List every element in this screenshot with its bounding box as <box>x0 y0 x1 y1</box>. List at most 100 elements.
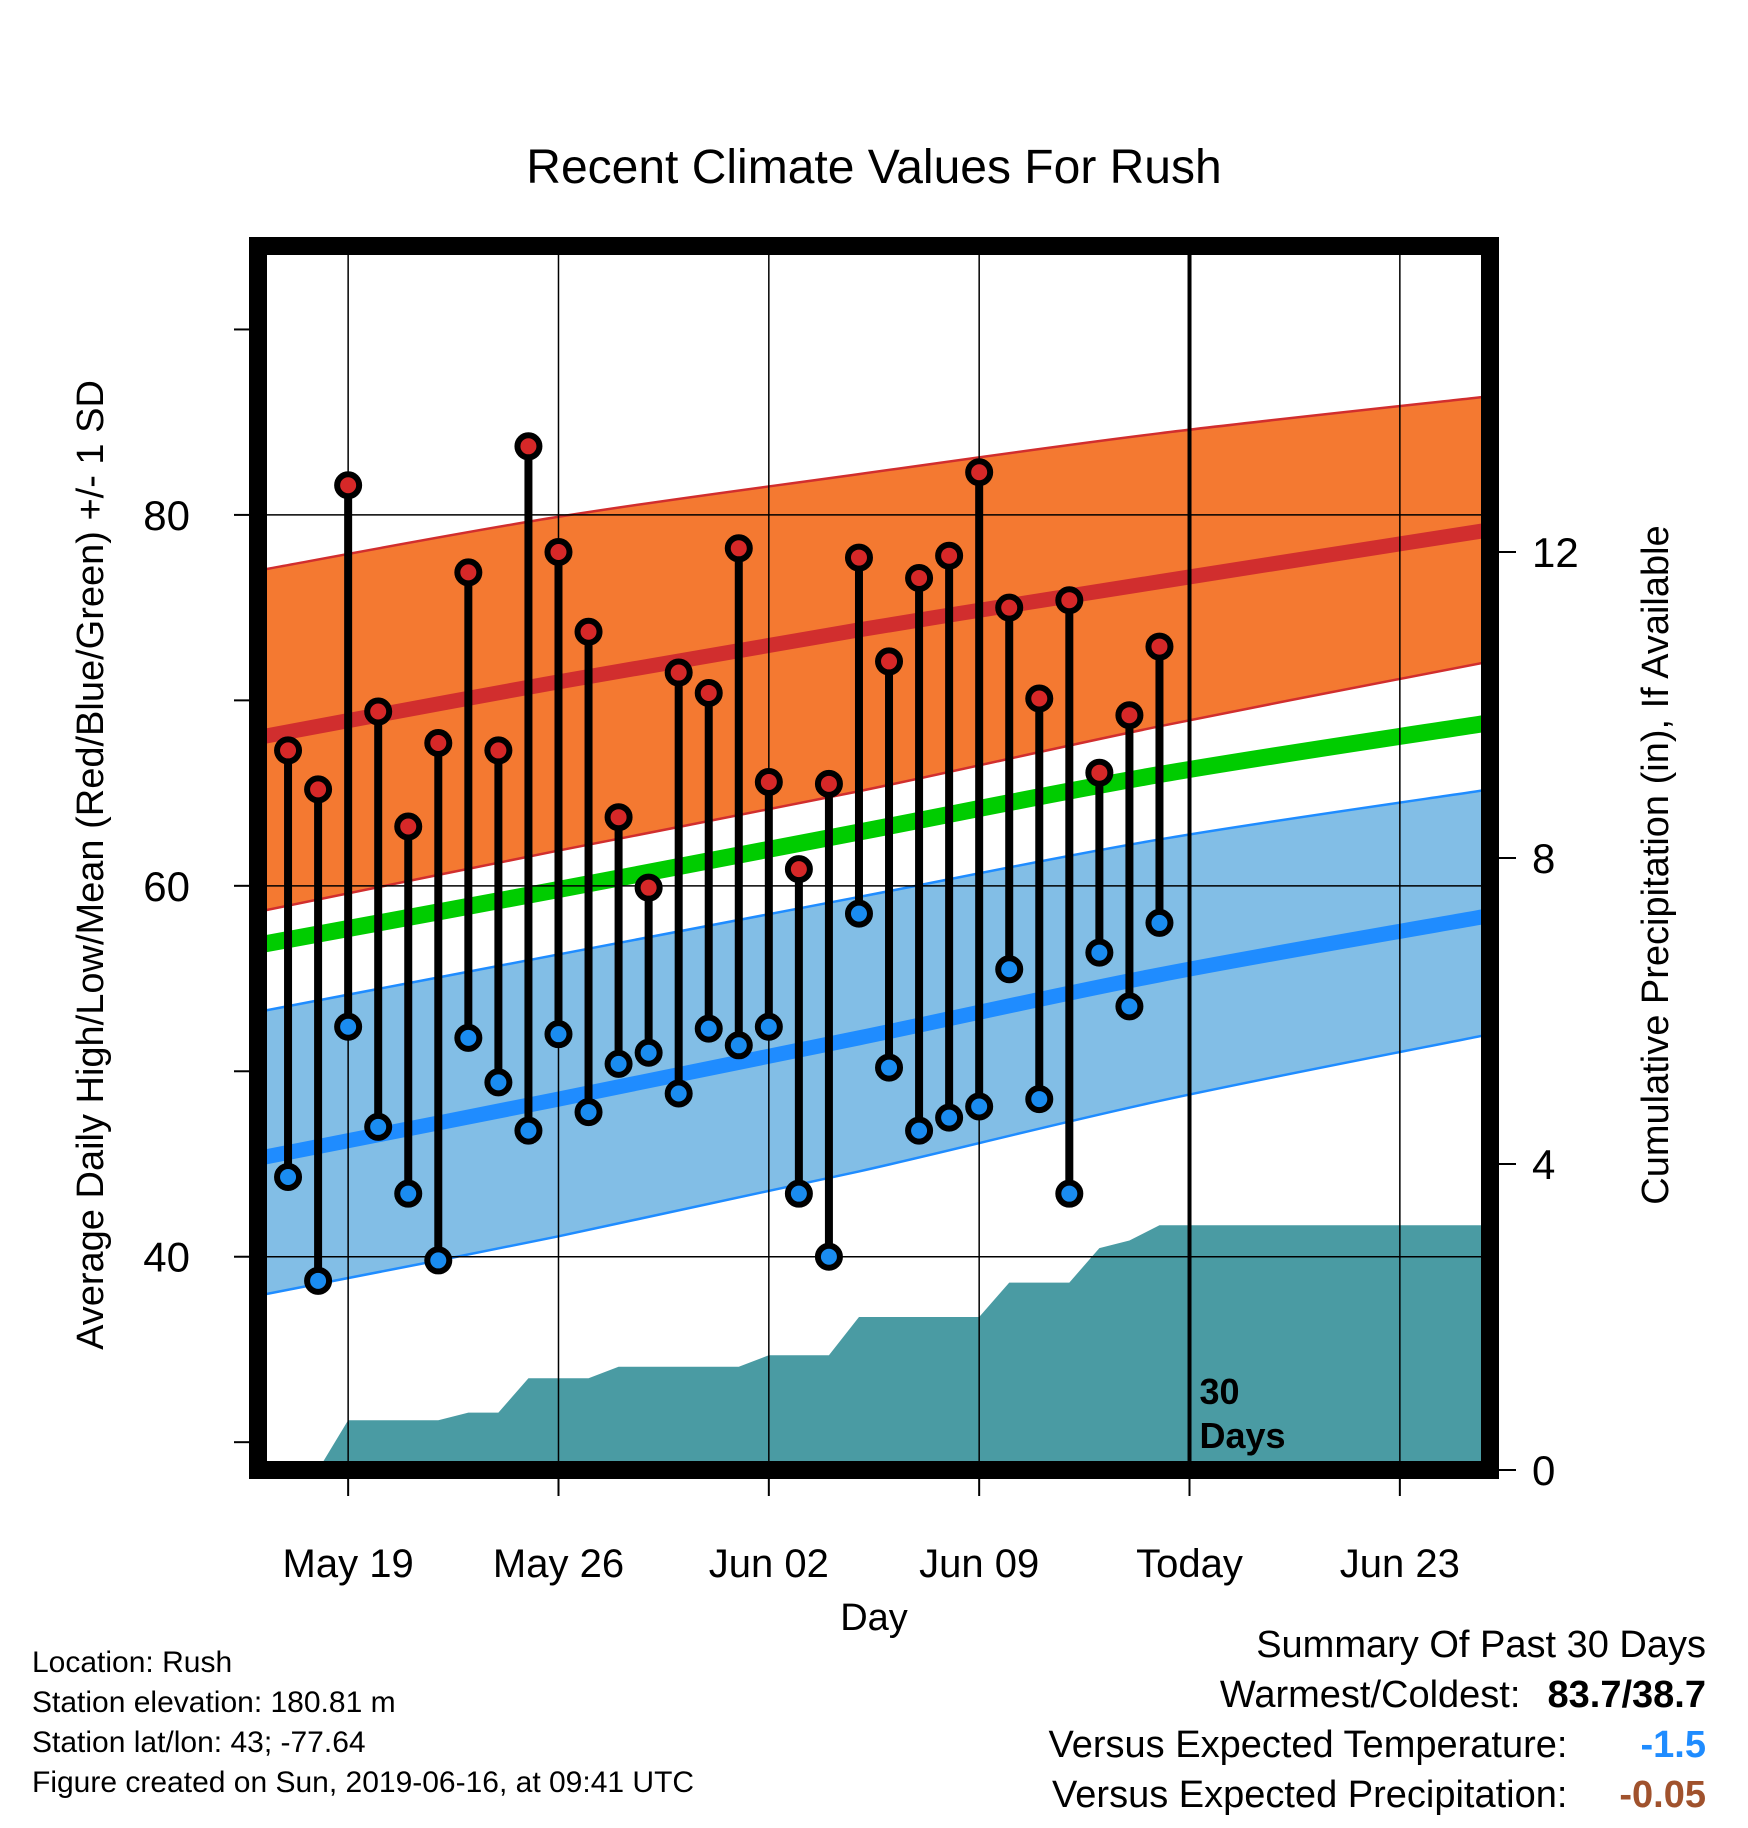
summary-panel: Summary Of Past 30 Days Warmest/Coldest:… <box>1049 1620 1706 1820</box>
low-temp-point <box>754 1012 783 1041</box>
temp-anomaly-row: Versus Expected Temperature: -1.5 <box>1049 1720 1706 1770</box>
low-temp-point <box>274 1162 303 1191</box>
plot-frame <box>249 237 1499 1479</box>
x-tick-label: Jun 09 <box>919 1542 1039 1586</box>
station-elevation: Station elevation: 180.81 m <box>32 1686 396 1719</box>
high-temp-point <box>484 736 513 765</box>
low-temp-point <box>574 1098 603 1127</box>
high-temp-point <box>544 538 573 566</box>
y-tick-label-left: 80 <box>143 492 190 539</box>
low-temp-point <box>334 1012 363 1041</box>
low-temp-point <box>304 1266 333 1295</box>
high-temp-point <box>844 543 873 572</box>
low-temp-point <box>394 1179 423 1208</box>
station-location: Location: Rush <box>32 1646 233 1679</box>
y-tick-label-right: 12 <box>1532 529 1579 576</box>
high-temp-point <box>274 736 303 765</box>
y-tick-label-right: 8 <box>1532 835 1555 882</box>
high-temp-point <box>905 563 934 592</box>
high-temp-point <box>1025 684 1054 713</box>
warmest-coldest-label: Warmest/Coldest: <box>1219 1674 1521 1716</box>
high-temp-point <box>454 558 483 587</box>
precipitation-area <box>288 1225 1490 1470</box>
high-temp-point <box>1055 586 1084 615</box>
high-temp-point <box>364 697 393 726</box>
low-temp-point <box>1115 992 1144 1021</box>
high-temp-point <box>875 647 904 676</box>
summary-title: Summary Of Past 30 Days <box>1256 1624 1706 1666</box>
high-normal-band <box>258 396 1490 912</box>
high-upper-line <box>258 394 1490 572</box>
low-temp-point <box>694 1014 723 1043</box>
low-temp-point <box>364 1112 393 1141</box>
low-temp-point <box>965 1092 994 1121</box>
low-mean-line <box>258 908 1490 1166</box>
high-temp-point <box>394 812 423 841</box>
high-temp-point <box>424 729 453 758</box>
high-temp-point <box>935 541 964 570</box>
temp-anomaly-label: Versus Expected Temperature: <box>1048 1724 1568 1766</box>
precip-anomaly-value: -0.05 <box>1619 1774 1706 1816</box>
y-axis-left-label: Average Daily High/Low/Mean (Red/Blue/Gr… <box>70 380 112 1350</box>
low-temp-point <box>1025 1085 1054 1114</box>
figure-created: Figure created on Sun, 2019-06-16, at 09… <box>32 1766 695 1799</box>
low-temp-point <box>1055 1179 1084 1208</box>
low-temp-point <box>935 1103 964 1132</box>
precip-anomaly-row: Versus Expected Precipitation: -0.05 <box>1049 1770 1706 1820</box>
low-temp-point <box>664 1079 693 1108</box>
high-temp-point <box>664 658 693 687</box>
station-latlon: Station lat/lon: 43; -77.64 <box>32 1726 366 1759</box>
low-temp-point <box>875 1053 904 1082</box>
high-temp-point <box>634 873 663 902</box>
low-temp-point <box>814 1242 843 1271</box>
high-temp-point <box>784 855 813 884</box>
chart-title: Recent Climate Values For Rush <box>526 141 1221 194</box>
station-info: Location: Rush Station elevation: 180.81… <box>32 1643 694 1803</box>
warmest-coldest-row: Warmest/Coldest: 83.7/38.7 <box>1049 1670 1706 1720</box>
low-temp-point <box>1145 908 1174 937</box>
high-temp-point <box>1115 701 1144 730</box>
precip-anomaly-label: Versus Expected Precipitation: <box>1052 1774 1568 1816</box>
plot-area <box>258 394 1490 1470</box>
high-temp-point <box>334 471 363 500</box>
low-normal-band <box>258 789 1490 1296</box>
high-temp-point <box>814 769 843 798</box>
y-tick-label-right: 0 <box>1532 1447 1555 1494</box>
high-temp-point <box>574 617 603 646</box>
high-temp-point <box>724 534 753 563</box>
high-temp-point <box>304 775 333 804</box>
low-temp-point <box>784 1179 813 1208</box>
low-temp-point <box>1085 938 1114 967</box>
low-temp-point <box>454 1023 483 1052</box>
low-temp-point <box>905 1116 934 1145</box>
high-temp-point <box>1145 632 1174 661</box>
x-tick-label: Jun 02 <box>709 1542 829 1586</box>
x-axis-label: Day <box>840 1597 908 1639</box>
chart-axes: 40 60 80 0 4 8 12 May 19 May 26 Jun 02 Jun 09 Today… <box>143 237 1579 1586</box>
high-temp-point <box>694 678 723 707</box>
high-temp-point <box>1085 758 1114 787</box>
y-axis-right-label: Cumulative Precipitation (in), If Availa… <box>1635 525 1677 1204</box>
low-temp-point <box>844 899 873 928</box>
warmest-coldest-value: 83.7/38.7 <box>1547 1674 1706 1716</box>
y-tick-label-left: 40 <box>143 1234 190 1281</box>
x-tick-label: May 19 <box>283 1542 414 1586</box>
low-temp-point <box>424 1246 453 1275</box>
high-temp-point <box>604 803 633 832</box>
low-temp-point <box>604 1049 633 1078</box>
low-temp-point <box>634 1038 663 1067</box>
high-temp-point <box>965 458 994 487</box>
temp-anomaly-value: -1.5 <box>1640 1724 1706 1766</box>
low-temp-point <box>544 1020 573 1049</box>
low-temp-point <box>724 1031 753 1060</box>
y-tick-label-left: 60 <box>143 863 190 910</box>
x-tick-label: Today <box>1136 1542 1243 1586</box>
high-temp-point <box>754 767 783 796</box>
low-temp-point <box>514 1116 543 1145</box>
x-tick-label: Jun 23 <box>1340 1542 1460 1586</box>
x-tick-label: May 26 <box>493 1542 624 1586</box>
high-temp-point <box>514 432 543 461</box>
low-temp-point <box>995 955 1024 984</box>
